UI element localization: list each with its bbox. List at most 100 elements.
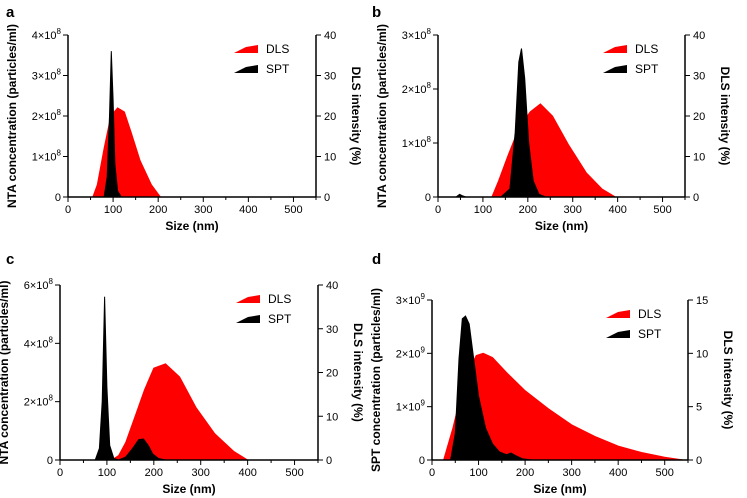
legend: DLS SPT (606, 307, 662, 341)
y-axis-title: NTA concentration (particles/ml) (5, 24, 19, 208)
panel-a: a 0 100 200 300 400 500 0 1×108 2×108 3×108 4×108 0 1… (5, 4, 363, 233)
x-tick-label: 300 (562, 467, 580, 479)
x-tick-label: 500 (285, 467, 303, 479)
y2-axis-title: DLS intensity (%) (718, 67, 732, 166)
dls-series-area (92, 107, 162, 198)
y-tick-label: 3×109 (396, 292, 426, 307)
y-axis-title: NTA concentration (particles/ml) (375, 24, 389, 208)
y2-tick-label: 15 (696, 295, 708, 307)
y-tick-label: 0 (425, 192, 431, 204)
x-tick-label: 100 (474, 204, 492, 216)
y-tick-label: 3×108 (402, 27, 432, 42)
x-tick-label: 100 (98, 467, 116, 479)
legend: DLS SPT (603, 42, 659, 76)
y2-tick-label: 30 (326, 324, 338, 336)
panel-label: a (6, 4, 15, 21)
x-tick-label: 0 (65, 204, 71, 216)
legend-spt-label: SPT (266, 62, 290, 76)
x-tick-label: 100 (469, 467, 487, 479)
y-tick-label: 6×108 (24, 277, 54, 292)
y2-tick-label: 0 (693, 192, 699, 204)
y2-tick-label: 20 (326, 368, 338, 380)
legend-dls-label: DLS (635, 42, 658, 56)
y-axis-title: SPT concentration (particles/ml) (369, 288, 383, 472)
y2-tick-label: 10 (696, 348, 708, 360)
x-tick-label: 200 (519, 204, 537, 216)
y2-tick-label: 30 (324, 71, 336, 83)
y2-tick-label: 20 (324, 111, 336, 123)
x-tick-label: 400 (239, 204, 257, 216)
y-tick-label: 1×108 (32, 149, 62, 164)
y-tick-label: 0 (419, 455, 425, 467)
legend-dls-swatch (606, 310, 630, 318)
y-tick-label: 2×108 (24, 394, 54, 409)
legend: DLS SPT (234, 42, 290, 76)
y2-tick-label: 5 (696, 402, 702, 414)
y-tick-label: 0 (55, 192, 61, 204)
y2-tick-label: 0 (326, 455, 332, 467)
y2-tick-label: 40 (326, 280, 338, 292)
y-tick-label: 1×108 (402, 135, 432, 150)
y-tick-label: 3×108 (32, 68, 62, 83)
x-tick-label: 400 (609, 467, 627, 479)
legend-dls-swatch (603, 45, 627, 53)
x-axis-title: Size (nm) (535, 219, 588, 233)
y-tick-label: 2×108 (402, 81, 432, 96)
legend-dls-label: DLS (268, 292, 291, 306)
y2-tick-label: 10 (693, 152, 705, 164)
x-tick-label: 300 (192, 467, 210, 479)
x-tick-label: 0 (429, 467, 435, 479)
dls-series-area (109, 363, 250, 461)
y-tick-label: 0 (47, 455, 53, 467)
x-tick-label: 500 (653, 204, 671, 216)
y2-axis-title: DLS intensity (%) (349, 67, 363, 166)
x-tick-label: 500 (284, 204, 302, 216)
legend-spt-swatch (603, 65, 627, 73)
legend-spt-swatch (606, 330, 630, 338)
y2-tick-label: 20 (693, 111, 705, 123)
x-tick-label: 300 (194, 204, 212, 216)
y2-axis-title: DLS intensity (%) (351, 323, 365, 422)
y-tick-label: 4×108 (32, 27, 62, 42)
y2-tick-label: 30 (693, 71, 705, 83)
legend-spt-swatch (234, 65, 258, 73)
y2-tick-label: 40 (324, 30, 336, 42)
x-tick-label: 500 (656, 467, 674, 479)
x-tick-label: 400 (238, 467, 256, 479)
x-tick-label: 300 (564, 204, 582, 216)
panel-label: c (6, 251, 14, 268)
legend-dls-label: DLS (638, 307, 661, 321)
spt-series-area (103, 51, 123, 198)
spt-series-area (450, 315, 533, 461)
legend-dls-label: DLS (266, 42, 289, 56)
x-tick-label: 400 (608, 204, 626, 216)
x-axis-title: Size (nm) (165, 219, 218, 233)
panel-d: d 0 100 200 300 400 500 0 1×109 2×109 3×109 0 5 10 15 S… (369, 251, 735, 496)
y-tick-label: 2×109 (396, 345, 426, 360)
y-tick-label: 1×109 (396, 399, 426, 414)
spt-series-area (94, 296, 166, 461)
y2-tick-label: 10 (324, 152, 336, 164)
legend-spt-label: SPT (268, 312, 292, 326)
legend-spt-label: SPT (638, 327, 662, 341)
y2-tick-label: 10 (326, 411, 338, 423)
legend-dls-swatch (236, 295, 260, 303)
legend-spt-label: SPT (635, 62, 659, 76)
panel-label: d (372, 251, 381, 268)
x-tick-label: 0 (435, 204, 441, 216)
x-tick-label: 0 (57, 467, 63, 479)
y2-tick-label: 0 (696, 455, 702, 467)
y2-tick-label: 0 (324, 192, 330, 204)
panel-label: b (372, 4, 381, 21)
x-tick-label: 200 (145, 467, 163, 479)
y2-axis-title: DLS intensity (%) (721, 331, 735, 430)
x-tick-label: 200 (516, 467, 534, 479)
y2-tick-label: 40 (693, 30, 705, 42)
legend: DLS SPT (236, 292, 292, 326)
x-axis-title: Size (nm) (533, 482, 586, 496)
x-axis-title: Size (nm) (162, 482, 215, 496)
y-tick-label: 2×108 (32, 108, 62, 123)
panel-b: b 0 100 200 300 400 500 0 1×108 2×108 3×108 0 10 20 30… (372, 4, 732, 233)
y-axis-title: NTA concentration (particles/ml) (0, 280, 11, 464)
